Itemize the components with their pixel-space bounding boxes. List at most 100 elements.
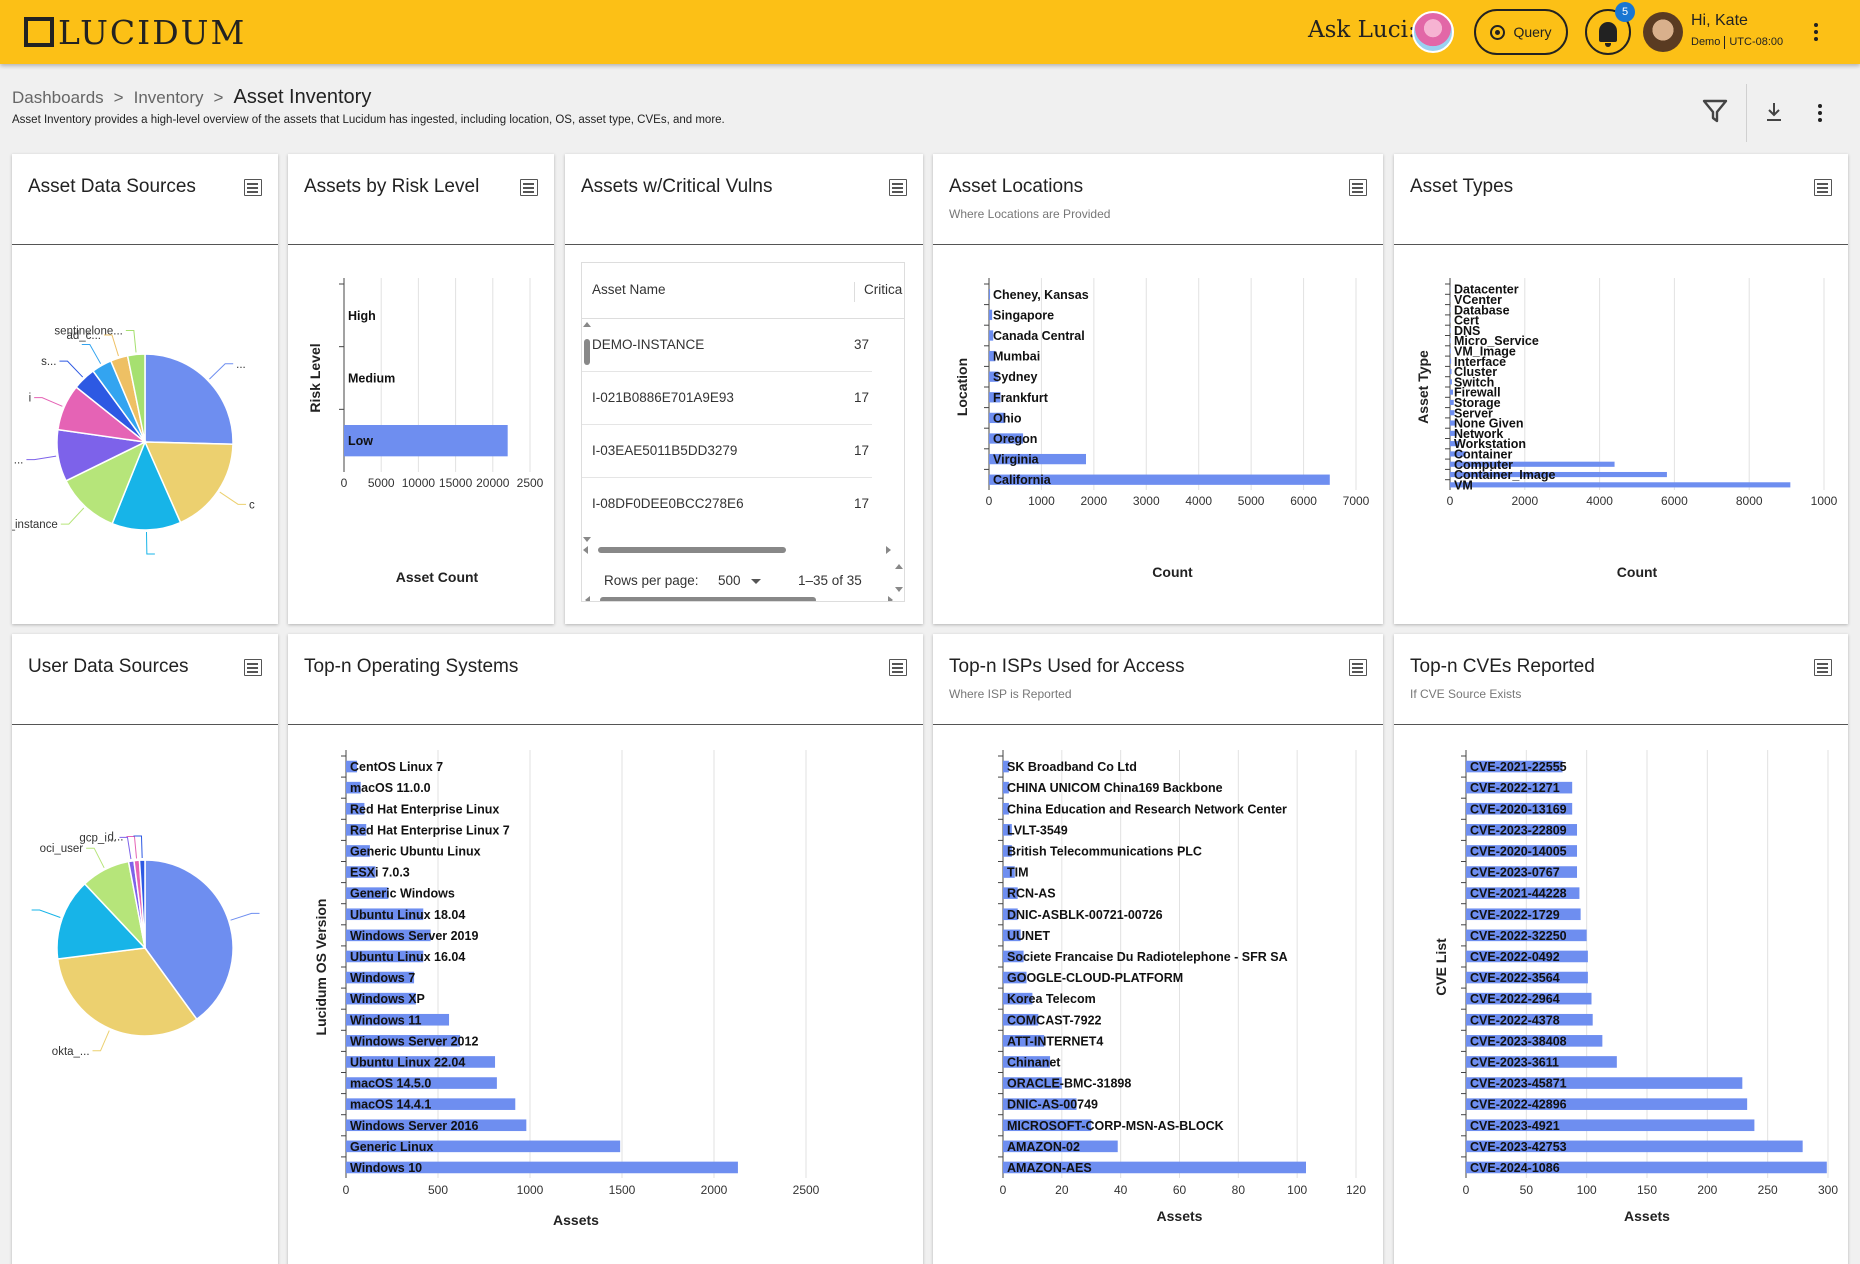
- category-label: Network: [1454, 427, 1503, 441]
- y-axis-title: Risk Level: [307, 343, 323, 412]
- bar: [989, 433, 1024, 444]
- table-view-icon[interactable]: [1814, 179, 1832, 196]
- x-axis-title: Asset Count: [396, 569, 479, 585]
- table-view-icon[interactable]: [1349, 179, 1367, 196]
- table-view-icon[interactable]: [520, 179, 538, 196]
- filter-icon[interactable]: [1702, 98, 1728, 124]
- category-label: Windows XP: [350, 992, 425, 1006]
- table-row[interactable]: I-03EAE5011B5DD3279 17: [582, 425, 872, 478]
- notifications-button[interactable]: [1585, 9, 1631, 55]
- breadcrumb-inventory[interactable]: Inventory: [133, 87, 204, 107]
- bar: [346, 887, 389, 899]
- category-label: Database: [1454, 303, 1510, 317]
- card-asset-data-sources: Asset Data Sources ... c oci_instance... i s…: [12, 154, 278, 624]
- table-view-icon[interactable]: [244, 179, 262, 196]
- table-row[interactable]: I-021B0886E701A9E93 17: [582, 372, 872, 425]
- card-assets-by-risk: Assets by Risk Level 0 5000 10000 15000 2000…: [288, 154, 554, 624]
- table-view-icon[interactable]: [889, 179, 907, 196]
- category-label: CVE-2023-22809: [1470, 823, 1567, 837]
- category-label: Oregon: [993, 432, 1037, 446]
- table-view-icon[interactable]: [1814, 659, 1832, 676]
- category-label: Switch: [1454, 375, 1494, 389]
- slice-label: gcp_i...: [79, 832, 116, 844]
- card-user-data-sources: User Data Sources okta_... oci_user gcp_i.…: [12, 634, 278, 1264]
- card-subtitle: Where Locations are Provided: [949, 207, 1111, 221]
- table-view-icon[interactable]: [1349, 659, 1367, 676]
- ask-luci-label: Ask Luci:: [1308, 17, 1416, 43]
- bar: [1450, 338, 1451, 344]
- leader-line: [60, 507, 85, 525]
- lucidum-logo[interactable]: LUCIDUM: [24, 13, 246, 52]
- pager-scrollbar[interactable]: [894, 563, 904, 593]
- table-view-icon[interactable]: [244, 659, 262, 676]
- bar: [989, 309, 993, 321]
- column-critical[interactable]: Critica: [864, 282, 903, 297]
- x-tick-label: 20000: [476, 476, 510, 490]
- bar: [1450, 482, 1791, 488]
- chevron-down-icon[interactable]: [751, 579, 761, 584]
- bar: [989, 371, 999, 382]
- leader-line: [145, 531, 155, 555]
- card-divider: [288, 724, 923, 725]
- bar-chart: 0 20 40 60 80 100 120 SK Broadband Co Ltd CHINA …: [998, 750, 1366, 1224]
- vertical-scrollbar[interactable]: [582, 321, 592, 543]
- toolbar-divider: [1746, 84, 1747, 142]
- x-tick-label: 40: [1114, 1183, 1128, 1197]
- x-tick-label: 6000: [1290, 494, 1317, 508]
- slice-label: oci_instance: [12, 519, 58, 531]
- bar: [346, 1056, 496, 1068]
- bar: [1450, 420, 1456, 426]
- user-avatar[interactable]: [1643, 12, 1683, 52]
- bar: [346, 992, 416, 1005]
- bar: [1466, 1140, 1803, 1153]
- bar: [1450, 441, 1460, 447]
- bar-chart: 0 50 100 150 200 250 300 CVE-2021-22555 CVE-2022…: [1433, 750, 1838, 1224]
- breadcrumb-dashboards[interactable]: Dashboards: [12, 87, 104, 107]
- bar: [989, 330, 994, 341]
- card-asset-locations: Asset Locations Where Locations are Prov…: [933, 154, 1383, 624]
- leader-line: [219, 491, 247, 505]
- bar: [1466, 1035, 1603, 1047]
- user-greeting[interactable]: Hi, Kate: [1691, 12, 1748, 29]
- luci-avatar[interactable]: [1412, 11, 1454, 53]
- pie-slice: [56, 882, 147, 960]
- table-view-icon[interactable]: [889, 659, 907, 676]
- bar: [1450, 451, 1466, 457]
- column-asset-name[interactable]: Asset Name: [592, 282, 666, 297]
- x-axis-title: Count: [1617, 564, 1658, 580]
- more-vert-icon[interactable]: [1814, 23, 1818, 41]
- bar: [1003, 1035, 1045, 1047]
- category-label: Cluster: [1454, 365, 1497, 379]
- download-icon[interactable]: [1763, 100, 1785, 124]
- table-row[interactable]: I-08DF0DEE0BCC278E6 17: [582, 478, 872, 531]
- pie-chart: ... c oci_instance... i s... ad_c...sentinelo…: [12, 326, 255, 555]
- category-label: UUNET: [1007, 929, 1050, 943]
- query-button[interactable]: Query: [1474, 9, 1568, 55]
- bar: [1466, 971, 1588, 984]
- bar: [1003, 1077, 1062, 1089]
- bar: [346, 760, 358, 773]
- bar-chart: 0 2000 4000 6000 8000 1000 DatacenterVCenterDa…: [1415, 278, 1838, 580]
- x-tick-label: 300: [1818, 1183, 1838, 1197]
- pager-horizontal-scrollbar[interactable]: [584, 595, 894, 602]
- category-label: CVE-2023-38408: [1470, 1034, 1567, 1048]
- bar: [346, 950, 424, 963]
- x-tick-label: 150: [1637, 1183, 1657, 1197]
- bar: [1450, 327, 1451, 333]
- table-row[interactable]: DEMO-INSTANCE 37: [582, 319, 872, 372]
- bar: [1003, 781, 1009, 794]
- slice-label: sentinelone...: [54, 326, 122, 338]
- category-label: RCN-AS: [1007, 887, 1056, 901]
- pie-slice: [126, 353, 146, 443]
- bar: [1450, 410, 1455, 416]
- horizontal-scrollbar[interactable]: [582, 545, 892, 555]
- category-label: VM: [1454, 478, 1473, 492]
- rows-per-page-select[interactable]: 500: [718, 573, 741, 588]
- pie-slice: [144, 353, 234, 445]
- bar: [1466, 781, 1573, 794]
- bar: [1450, 358, 1452, 364]
- more-options-icon[interactable]: [1818, 104, 1822, 122]
- column-divider[interactable]: [854, 282, 855, 302]
- bar: [1466, 1098, 1748, 1110]
- bar: [346, 845, 370, 857]
